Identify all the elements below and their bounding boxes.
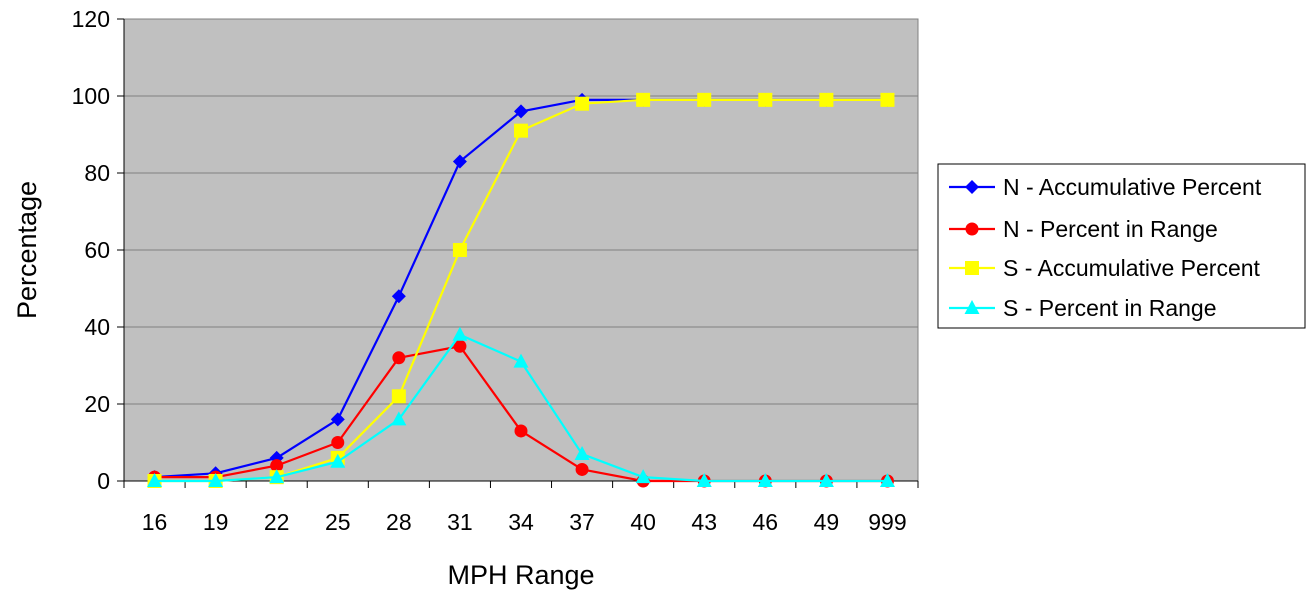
series-layer (147, 92, 895, 488)
data-point (757, 473, 773, 487)
data-point (147, 473, 163, 487)
legend-item: N - Accumulative Percent (949, 174, 1262, 200)
x-tick-label: 22 (264, 509, 290, 535)
legend-box (937, 163, 1306, 329)
data-point (452, 326, 468, 341)
x-tick-label: 46 (753, 509, 779, 535)
x-tick-label: 16 (142, 509, 168, 535)
legend-item: S - Percent in Range (949, 295, 1217, 321)
y-tick-label: 0 (97, 468, 110, 494)
y-tick-label: 40 (84, 314, 110, 340)
legend-marker (965, 261, 979, 275)
data-point (575, 462, 589, 476)
y-axis-title: Percentage (12, 181, 42, 319)
x-tick-label: 19 (203, 509, 229, 535)
data-point (392, 351, 406, 365)
data-point (391, 411, 407, 426)
gridlines (124, 95, 918, 405)
legend-marker (965, 180, 979, 194)
data-point (696, 473, 712, 487)
y-tick-label: 60 (84, 237, 110, 263)
x-tick-label: 999 (868, 509, 906, 535)
data-point (819, 92, 834, 107)
legend-item: S - Accumulative Percent (949, 255, 1261, 281)
x-tick-label: 28 (386, 509, 412, 535)
series-4 (147, 326, 895, 487)
legend-marker (964, 300, 980, 314)
data-point (453, 339, 467, 353)
x-tick-labels: 16 19 22 25 28 31 34 37 40 43 46 49 999 (142, 509, 907, 535)
data-point (879, 473, 895, 487)
data-point (452, 154, 467, 169)
data-point (697, 92, 712, 107)
data-point (636, 92, 651, 107)
data-point (758, 92, 773, 107)
data-point (331, 436, 345, 449)
y-tick-label: 120 (72, 6, 110, 32)
data-point (208, 473, 224, 487)
data-point (514, 123, 528, 138)
data-point (513, 353, 529, 368)
data-point (514, 104, 528, 119)
legend-label: S - Accumulative Percent (1003, 255, 1261, 281)
legend: N - Accumulative Percent N - Percent in R… (937, 163, 1306, 329)
data-point (269, 469, 285, 484)
y-tick-label: 20 (84, 391, 110, 417)
data-point (818, 473, 834, 487)
x-tick-label: 31 (447, 509, 473, 535)
data-point (574, 446, 590, 461)
y-tick-labels: 0 20 40 60 80 100 120 (72, 6, 110, 494)
data-point (330, 453, 346, 468)
legend-label: N - Accumulative Percent (1003, 174, 1262, 200)
legend-label: S - Percent in Range (1003, 295, 1217, 321)
x-tick-label: 49 (814, 509, 840, 535)
data-point (391, 289, 406, 304)
x-tick-label: 43 (691, 509, 717, 535)
x-tick-label: 37 (569, 509, 595, 535)
data-point (452, 243, 467, 257)
y-tick-label: 80 (84, 160, 110, 186)
legend-item: N - Percent in Range (949, 216, 1218, 242)
data-point (880, 92, 895, 107)
legend-marker (965, 222, 979, 236)
data-point (514, 424, 528, 438)
data-point (575, 96, 590, 111)
y-tick-label: 100 (72, 83, 110, 109)
legend-label: N - Percent in Range (1003, 216, 1218, 242)
data-point (270, 459, 284, 473)
data-point (330, 412, 345, 427)
x-tick-label: 25 (325, 509, 351, 535)
x-tick-label: 34 (508, 509, 534, 535)
x-tick-label: 40 (630, 509, 656, 535)
data-point (391, 389, 406, 404)
x-axis-title: MPH Range (447, 560, 594, 590)
data-point (635, 469, 651, 484)
